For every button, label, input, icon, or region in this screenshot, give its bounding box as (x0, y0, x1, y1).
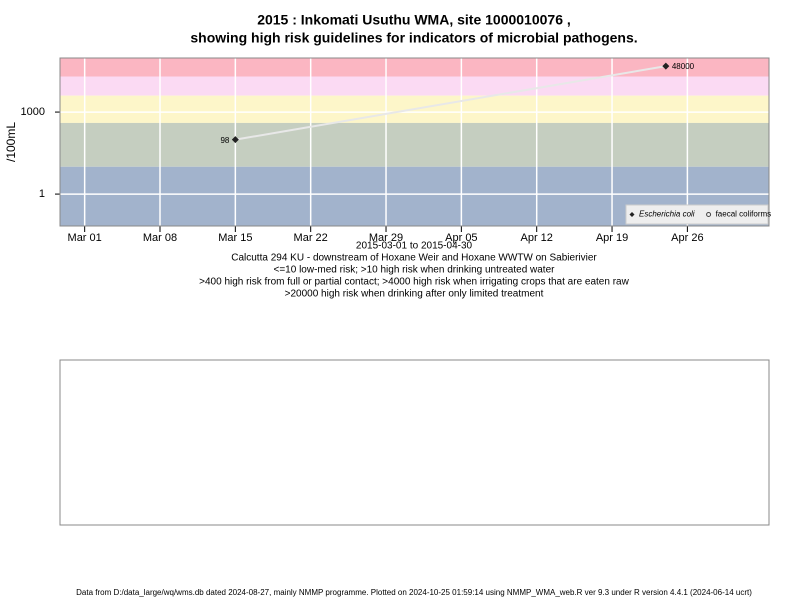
empty-panel (59, 359, 770, 526)
data-point (231, 136, 239, 144)
plot-frame (59, 57, 770, 227)
risk-band (60, 76, 769, 96)
y-axis-label: /100mL (4, 122, 18, 162)
risk-band (60, 58, 769, 77)
data-label: 48000 (672, 62, 695, 71)
x-tick-label: Mar 22 (294, 232, 328, 244)
legend-box (625, 204, 769, 225)
y-tick-label: 1 (39, 188, 45, 200)
note: >400 high risk from full or partial cont… (199, 277, 629, 288)
legend-label: faecal coliforms (716, 210, 772, 219)
note: <=10 low-med risk; >10 high risk when dr… (274, 265, 556, 276)
legend-marker (629, 212, 635, 217)
x-tick-label: Apr 12 (520, 232, 552, 244)
x-tick-label: Mar 29 (369, 232, 403, 244)
footer: Data from D:/data_large/wq/wms.db dated … (76, 588, 752, 597)
chart-title: 2015 : Inkomati Usuthu WMA, site 1000010… (257, 12, 571, 28)
x-tick-label: Mar 15 (218, 232, 252, 244)
note: >20000 high risk when drinking after onl… (285, 289, 544, 300)
x-tick-label: Mar 01 (68, 232, 102, 244)
y-tick-label: 1000 (21, 106, 45, 118)
note: Calcutta 294 KU - downstream of Hoxane W… (231, 253, 597, 264)
data-label: 98 (220, 136, 229, 145)
risk-band (60, 122, 769, 167)
data-point (662, 62, 670, 70)
x-tick-label: Mar 08 (143, 232, 177, 244)
legend-label: Escherichia coli (639, 210, 695, 219)
x-tick-label: Apr 26 (671, 232, 703, 244)
x-tick-label: Apr 19 (596, 232, 628, 244)
note: 2015-03-01 to 2015-04-30 (356, 241, 473, 252)
legend-marker (706, 212, 712, 217)
x-tick-label: Apr 05 (445, 232, 477, 244)
chart-title: showing high risk guidelines for indicat… (190, 30, 637, 46)
series-line (235, 65, 667, 141)
